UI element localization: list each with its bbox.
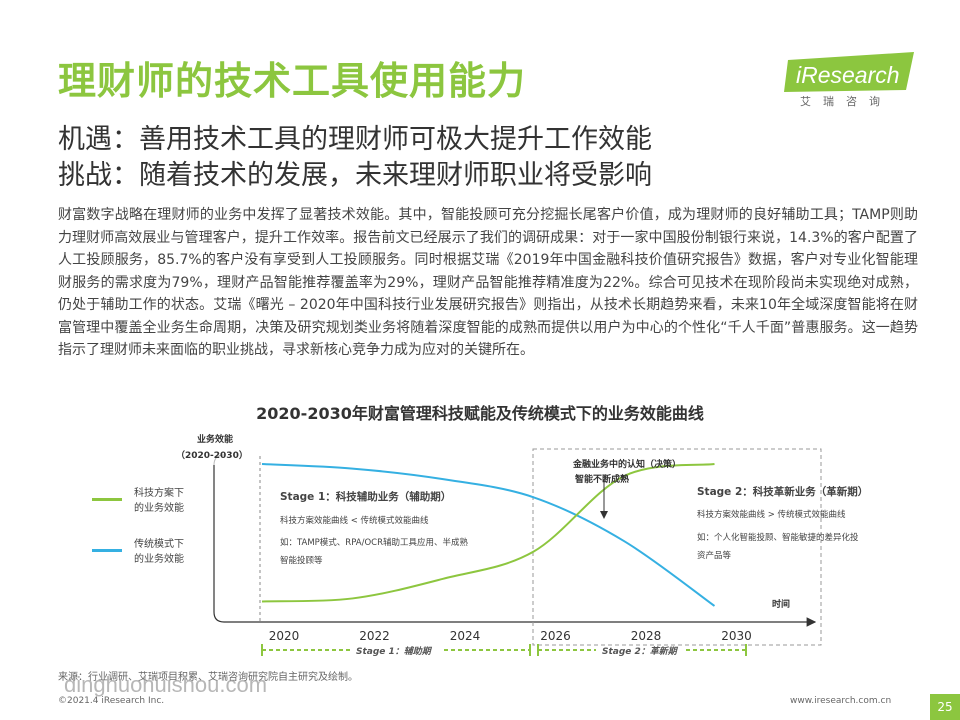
x-tick-label: 2020 bbox=[269, 629, 300, 643]
chart-title: 2020-2030年财富管理科技赋能及传统模式下的业务效能曲线 bbox=[256, 404, 704, 423]
logo-text: iResearch bbox=[796, 62, 900, 88]
stage2-desc-2: 如：个人化智能投顾、智能敏捷的差异化投 bbox=[697, 532, 859, 543]
stage1-desc-2: 如：TAMP模式、RPA/OCR辅助工具应用、半成熟 bbox=[280, 537, 469, 548]
x-tick-label: 2030 bbox=[721, 629, 752, 643]
legend-trad-line2: 的业务效能 bbox=[134, 554, 184, 565]
source-note: 来源：行业调研、艾瑞项目积累、艾瑞咨询研究院自主研究及绘制。 bbox=[58, 672, 358, 683]
y-axis-label-1: 业务效能 bbox=[197, 433, 233, 445]
stage2-band-label: Stage 2：革新期 bbox=[602, 646, 679, 657]
crossing-note-line2: 智能不断成熟 bbox=[575, 473, 629, 485]
body-paragraph: 财富数字战略在理财师的业务中发挥了显著技术效能。其中，智能投顾可充分挖掘长尾客户… bbox=[58, 207, 918, 358]
chart-frame bbox=[213, 454, 225, 466]
iresearch-logo: iResearch 艾瑞咨询 bbox=[782, 50, 922, 110]
x-tick-labels: 2020 2022 2024 2026 2028 2030 bbox=[269, 629, 752, 643]
legend-swatch-trad bbox=[92, 549, 122, 552]
stage1-band-label: Stage 1：辅助期 bbox=[356, 646, 433, 657]
x-tick-label: 2024 bbox=[450, 629, 481, 643]
website-url: www.iresearch.com.cn bbox=[790, 696, 892, 706]
page-title: 理财师的技术工具使用能力 bbox=[58, 59, 527, 103]
stage2-desc-1: 科技方案效能曲线 > 传统模式效能曲线 bbox=[697, 509, 846, 520]
legend-tech-line2: 的业务效能 bbox=[134, 503, 184, 514]
legend-label-trad: 传统模式下 的业务效能 bbox=[134, 537, 184, 567]
stage2-title: Stage 2：科技革新业务（革新期） bbox=[697, 485, 868, 498]
logo-subtext: 艾瑞咨询 bbox=[800, 95, 892, 108]
stage1-desc-3: 智能投顾等 bbox=[280, 555, 323, 566]
x-axis-label: 时间 bbox=[772, 598, 790, 610]
stage1-title: Stage 1：科技辅助业务（辅助期） bbox=[280, 490, 451, 503]
logo-shape bbox=[784, 52, 914, 92]
legend-trad-line1: 传统模式下 bbox=[134, 539, 184, 550]
stage1-desc-1: 科技方案效能曲线 < 传统模式效能曲线 bbox=[280, 515, 429, 526]
x-axis bbox=[213, 465, 817, 627]
subtitle-opportunity: 机遇：善用技术工具的理财师可极大提升工作效能 bbox=[58, 124, 652, 155]
stage2-desc-3: 资产品等 bbox=[697, 550, 732, 561]
crossing-note-line1: 金融业务中的认知（决策） bbox=[572, 458, 681, 470]
series-traditional-curve bbox=[261, 463, 716, 607]
subtitle-challenge: 挑战：随着技术的发展，未来理财师职业将受影响 bbox=[58, 160, 652, 191]
legend-label-tech: 科技方案下 的业务效能 bbox=[134, 486, 184, 516]
watermark: dinghuohuishou.com bbox=[64, 672, 268, 697]
copyright: ©2021.4 iResearch Inc. bbox=[58, 696, 165, 706]
x-tick-label: 2026 bbox=[540, 629, 571, 643]
page-number: 25 bbox=[930, 694, 960, 720]
x-tick-label: 2022 bbox=[359, 629, 390, 643]
y-axis-label-2: （2020-2030） bbox=[176, 450, 248, 461]
series-tech-curve bbox=[261, 463, 715, 603]
legend-swatch-tech bbox=[92, 498, 122, 501]
legend-tech-line1: 科技方案下 bbox=[134, 488, 184, 499]
stage2-dashed-region bbox=[532, 448, 822, 646]
x-tick-label: 2028 bbox=[631, 629, 662, 643]
